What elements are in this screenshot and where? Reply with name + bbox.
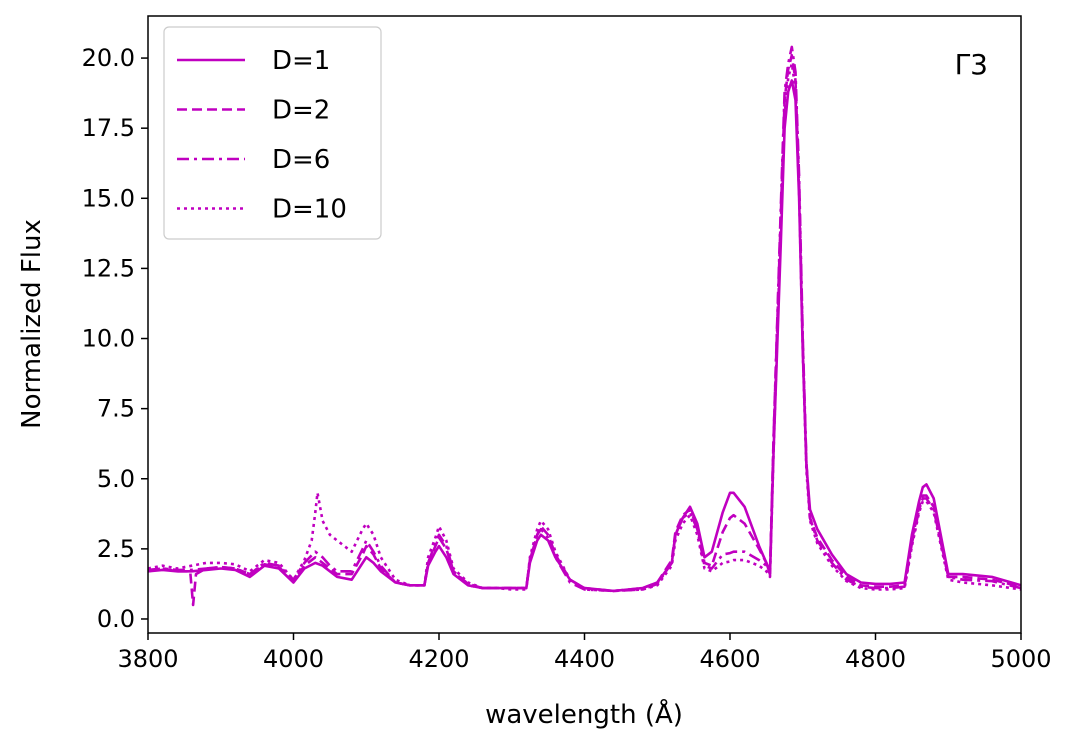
legend-label-2: D=2 [272, 96, 330, 126]
x-tick-label: 4400 [554, 645, 615, 673]
series-layer [147, 45, 1022, 607]
x-tick-label: 4600 [699, 645, 760, 673]
y-axis: 0.0 2.5 5.0 7.5 10.0 12.5 15.0 17.5 20.0 [82, 44, 148, 633]
y-tick-label: 5.0 [97, 465, 135, 493]
x-axis: 3800 4000 4200 4400 4600 4800 5000 [117, 633, 1052, 673]
y-tick-label: 0.0 [97, 605, 135, 633]
x-tick-label: 4200 [408, 645, 469, 673]
y-tick-label: 20.0 [82, 44, 135, 72]
x-tick-label: 4000 [263, 645, 324, 673]
legend: D=1 D=2 D=6 D=10 [163, 26, 382, 240]
legend-label-1: D=1 [272, 46, 330, 76]
legend-label-3: D=6 [272, 145, 330, 175]
y-tick-label: 7.5 [97, 395, 135, 423]
x-tick-label: 4800 [845, 645, 906, 673]
legend-label-4: D=10 [272, 195, 347, 225]
y-tick-label: 10.0 [82, 325, 135, 353]
panel-annotation: Γ3 [955, 48, 988, 81]
x-tick-label: 3800 [117, 645, 178, 673]
y-tick-label: 12.5 [82, 254, 135, 282]
y-axis-label: Normalized Flux [17, 219, 47, 429]
y-tick-label: 15.0 [82, 184, 135, 212]
x-tick-label: 5000 [990, 645, 1051, 673]
legend-box [163, 26, 382, 240]
series-line-3 [147, 45, 1022, 593]
x-axis-label: wavelength (Å) [485, 698, 683, 730]
y-tick-label: 17.5 [82, 114, 135, 142]
y-tick-label: 2.5 [97, 535, 135, 563]
